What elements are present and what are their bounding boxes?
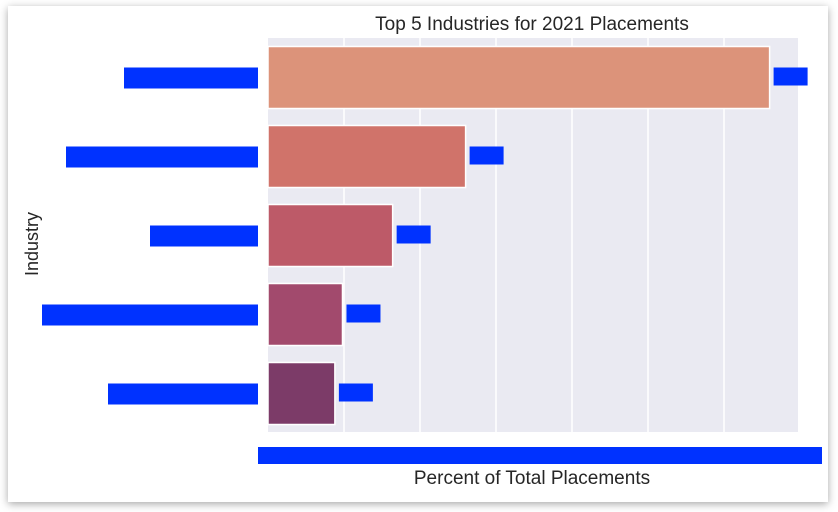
value-label-redacted: [396, 225, 431, 244]
y-axis-label: Industry: [22, 212, 42, 276]
bar: [267, 203, 394, 268]
value-label-redacted: [773, 67, 808, 86]
value-label-redacted: [346, 304, 381, 323]
category-label-redacted: [108, 383, 258, 405]
chart-frame: Top 5 Industries for 2021 Placements Ind…: [8, 6, 828, 502]
value-label-redacted: [469, 146, 504, 165]
category-label-redacted: [124, 67, 258, 89]
category-label-redacted: [66, 146, 258, 168]
x-tick-labels-redacted: [258, 447, 822, 464]
bar-chart: Top 5 Industries for 2021 Placements Ind…: [22, 14, 822, 489]
chart-title: Top 5 Industries for 2021 Placements: [375, 14, 689, 35]
bar: [267, 282, 344, 347]
x-axis-label: Percent of Total Placements: [414, 468, 650, 489]
bar: [267, 124, 467, 189]
bar: [267, 361, 336, 426]
category-labels: [42, 67, 258, 405]
value-label-redacted: [338, 383, 373, 402]
bar: [267, 45, 771, 110]
value-labels: [338, 67, 808, 402]
category-label-redacted: [42, 304, 258, 326]
bars: [267, 45, 771, 426]
category-label-redacted: [150, 225, 258, 247]
